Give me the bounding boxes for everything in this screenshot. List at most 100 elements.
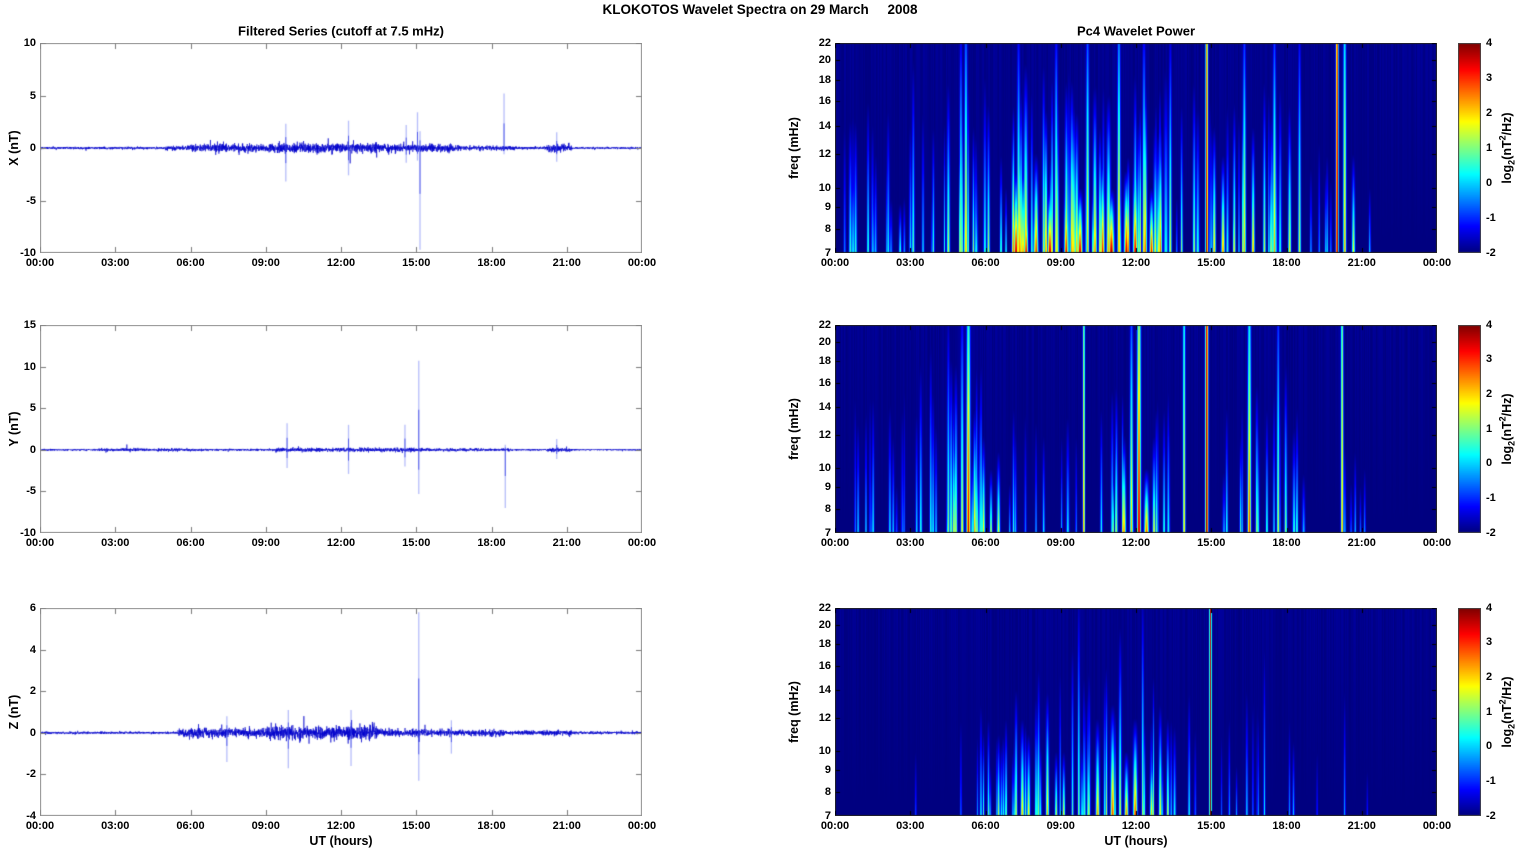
x-tick-label: 12:00 bbox=[1121, 257, 1151, 269]
freq-tick-label: 18 bbox=[818, 355, 831, 368]
x-tick-label: 09:00 bbox=[1046, 820, 1075, 832]
ut-hours-label-left: UT (hours) bbox=[309, 834, 373, 848]
x-tick-label: 06:00 bbox=[971, 537, 1000, 549]
y-tick-label: 10 bbox=[23, 37, 36, 49]
y-tick-label: 6 bbox=[29, 602, 36, 614]
colorbar-tick-label: 3 bbox=[1486, 353, 1493, 366]
x-tick-label: 15:00 bbox=[1197, 820, 1226, 832]
x-tick-label: 06:00 bbox=[971, 820, 1000, 832]
x-tick-label: 15:00 bbox=[1197, 537, 1226, 549]
freq-tick-label: 9 bbox=[824, 481, 831, 494]
x-tick-label: 00:00 bbox=[1422, 537, 1452, 549]
x-tick-label: 00:00 bbox=[1422, 820, 1452, 832]
x-tick-label: 00:00 bbox=[25, 257, 55, 269]
freq-tick-label: 14 bbox=[818, 401, 831, 414]
freq-tick-label: 10 bbox=[818, 181, 831, 194]
freq-tick-label: 7 bbox=[824, 810, 831, 822]
colorbar-tick-label: 4 bbox=[1486, 601, 1493, 614]
left-column-title: Filtered Series (cutoff at 7.5 mHz) bbox=[238, 23, 444, 39]
x-tick-label: 06:00 bbox=[176, 537, 205, 549]
freq-tick-label: 16 bbox=[818, 659, 831, 672]
freq-tick-label: 8 bbox=[824, 502, 831, 515]
x-tick-label: 00:00 bbox=[820, 257, 850, 269]
x-tick-label: 12:00 bbox=[326, 257, 356, 269]
x-tick-label: 21:00 bbox=[552, 537, 581, 549]
x-tick-label: 15:00 bbox=[402, 537, 431, 549]
x-tick-label: 03:00 bbox=[101, 537, 130, 549]
freq-tick-label: 22 bbox=[818, 602, 831, 614]
y-tick-label: 15 bbox=[23, 319, 36, 331]
x-tick-label: 09:00 bbox=[1046, 257, 1075, 269]
y-wavelet-colorbar-canvas bbox=[1458, 325, 1481, 533]
x-tick-label: 21:00 bbox=[1347, 537, 1376, 549]
y-tick-label: -10 bbox=[20, 247, 36, 259]
y-tick-label: 2 bbox=[29, 685, 36, 698]
x-tick-label: 18:00 bbox=[477, 257, 506, 269]
y-tick-label: 5 bbox=[29, 402, 36, 415]
x-wavelet-colorbar-canvas bbox=[1458, 43, 1481, 253]
colorbar-tick-label: -1 bbox=[1486, 774, 1496, 787]
colorbar-tick-label: 2 bbox=[1486, 670, 1493, 683]
x-tick-label: 03:00 bbox=[101, 257, 130, 269]
x-tick-label: 06:00 bbox=[971, 257, 1000, 269]
x-filtered-series-canvas bbox=[40, 43, 642, 253]
x-tick-label: 18:00 bbox=[1272, 257, 1301, 269]
y-tick-label: 0 bbox=[29, 443, 36, 456]
x-tick-label: 15:00 bbox=[402, 257, 431, 269]
y-series-ylabel: Y (nT) bbox=[7, 411, 21, 447]
colorbar-tick-label: 1 bbox=[1486, 705, 1493, 718]
x-tick-label: 18:00 bbox=[477, 820, 506, 832]
x-tick-label: 03:00 bbox=[896, 820, 925, 832]
x-tick-label: 18:00 bbox=[1272, 537, 1301, 549]
freq-tick-label: 22 bbox=[818, 37, 831, 49]
x-tick-label: 03:00 bbox=[896, 257, 925, 269]
x-tick-label: 12:00 bbox=[326, 820, 356, 832]
freq-tick-label: 12 bbox=[818, 712, 831, 725]
y-tick-label: 0 bbox=[29, 142, 36, 154]
x-tick-label: 09:00 bbox=[251, 537, 280, 549]
colorbar-tick-label: -2 bbox=[1486, 809, 1496, 822]
x-tick-label: 00:00 bbox=[25, 537, 55, 549]
freq-tick-label: 12 bbox=[818, 429, 831, 442]
y-tick-label: 0 bbox=[29, 726, 36, 739]
x-tick-label: 18:00 bbox=[1272, 820, 1301, 832]
colorbar-tick-label: -1 bbox=[1486, 491, 1496, 504]
colorbar-tick-label: -2 bbox=[1486, 526, 1496, 539]
x-tick-label: 21:00 bbox=[552, 257, 581, 269]
freq-tick-label: 8 bbox=[824, 222, 831, 235]
z-wavelet-spectrogram-canvas bbox=[835, 608, 1437, 816]
freq-tick-label: 14 bbox=[818, 119, 831, 132]
z-wavelet-colorbar-canvas bbox=[1458, 608, 1481, 816]
x-tick-label: 12:00 bbox=[326, 537, 356, 549]
x-tick-label: 00:00 bbox=[627, 820, 657, 832]
x-tick-label: 21:00 bbox=[1347, 820, 1376, 832]
colorbar-tick-label: -2 bbox=[1486, 246, 1496, 259]
colorbar-tick-label: 0 bbox=[1486, 176, 1493, 189]
colorbar-tick-label: 0 bbox=[1486, 740, 1493, 753]
y-tick-label: 5 bbox=[29, 89, 36, 102]
colorbar-tick-label: 3 bbox=[1486, 71, 1493, 84]
y-tick-label: 4 bbox=[29, 643, 36, 656]
x-tick-label: 15:00 bbox=[402, 820, 431, 832]
x-tick-label: 21:00 bbox=[1347, 257, 1376, 269]
colorbar-tick-label: 3 bbox=[1486, 636, 1493, 649]
x-tick-label: 00:00 bbox=[627, 537, 657, 549]
freq-tick-label: 16 bbox=[818, 95, 831, 108]
ut-hours-label-right: UT (hours) bbox=[1104, 834, 1168, 848]
x-tick-label: 15:00 bbox=[1197, 257, 1226, 269]
y-filtered-series-canvas bbox=[40, 325, 642, 533]
x-tick-label: 00:00 bbox=[25, 820, 55, 832]
y-tick-label: -5 bbox=[26, 485, 36, 498]
x-tick-label: 00:00 bbox=[820, 537, 850, 549]
x-tick-label: 03:00 bbox=[101, 820, 130, 832]
x-tick-label: 09:00 bbox=[251, 820, 280, 832]
colorbar-tick-label: 0 bbox=[1486, 457, 1493, 470]
freq-tick-label: 18 bbox=[818, 638, 831, 651]
x-tick-label: 09:00 bbox=[251, 257, 280, 269]
colorbar-tick-label: 2 bbox=[1486, 106, 1493, 119]
freq-tick-label: 12 bbox=[818, 148, 831, 161]
x-tick-label: 00:00 bbox=[627, 257, 657, 269]
colorbar-tick-label: -1 bbox=[1486, 211, 1496, 224]
freq-tick-label: 16 bbox=[818, 376, 831, 389]
